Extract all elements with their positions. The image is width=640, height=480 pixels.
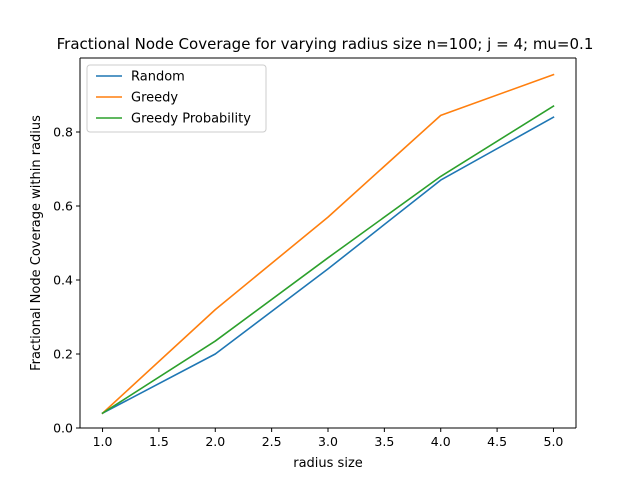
- x-tick-label: 2.0: [205, 434, 225, 449]
- x-tick-label: 4.0: [431, 434, 451, 449]
- x-tick-label: 5.0: [544, 434, 564, 449]
- x-axis-label: radius size: [293, 456, 363, 471]
- y-axis-ticks: 0.0 0.2 0.4 0.6 0.8: [53, 125, 80, 436]
- y-tick-label: 0.6: [53, 199, 73, 214]
- series-line-random: [101, 116, 555, 415]
- y-tick-label: 0.2: [53, 347, 73, 362]
- x-axis-ticks: 1.0 1.5 2.0 2.5 3.0 3.5 4.0 4.5 5.0: [93, 428, 564, 449]
- axes-layer: [79, 57, 577, 429]
- x-tick-label: 2.5: [262, 434, 282, 449]
- series-line-greedy: [101, 73, 555, 415]
- legend-label-greedy-probability: Greedy Probability: [131, 112, 251, 127]
- series-layer: [101, 73, 555, 415]
- legend-items: Random Greedy Greedy Probability: [96, 70, 251, 127]
- x-tick-label: 4.5: [487, 434, 507, 449]
- y-tick-label: 0.0: [53, 421, 73, 436]
- x-tick-label: 1.5: [149, 434, 169, 449]
- y-tick-label: 0.4: [53, 273, 73, 288]
- x-tick-label: 1.0: [93, 434, 113, 449]
- legend-label-random: Random: [131, 70, 185, 85]
- x-tick-label: 3.0: [318, 434, 338, 449]
- y-tick-label: 0.8: [53, 125, 73, 140]
- legend: Random Greedy Greedy Probability: [86, 64, 267, 133]
- chart-title: Fractional Node Coverage for varying rad…: [57, 35, 594, 53]
- y-axis-label: Fractional Node Coverage within radius: [29, 115, 44, 371]
- x-tick-label: 3.5: [374, 434, 394, 449]
- legend-label-greedy: Greedy: [131, 91, 178, 106]
- legend-box: [86, 64, 267, 133]
- series-line-greedy-probability: [101, 104, 555, 415]
